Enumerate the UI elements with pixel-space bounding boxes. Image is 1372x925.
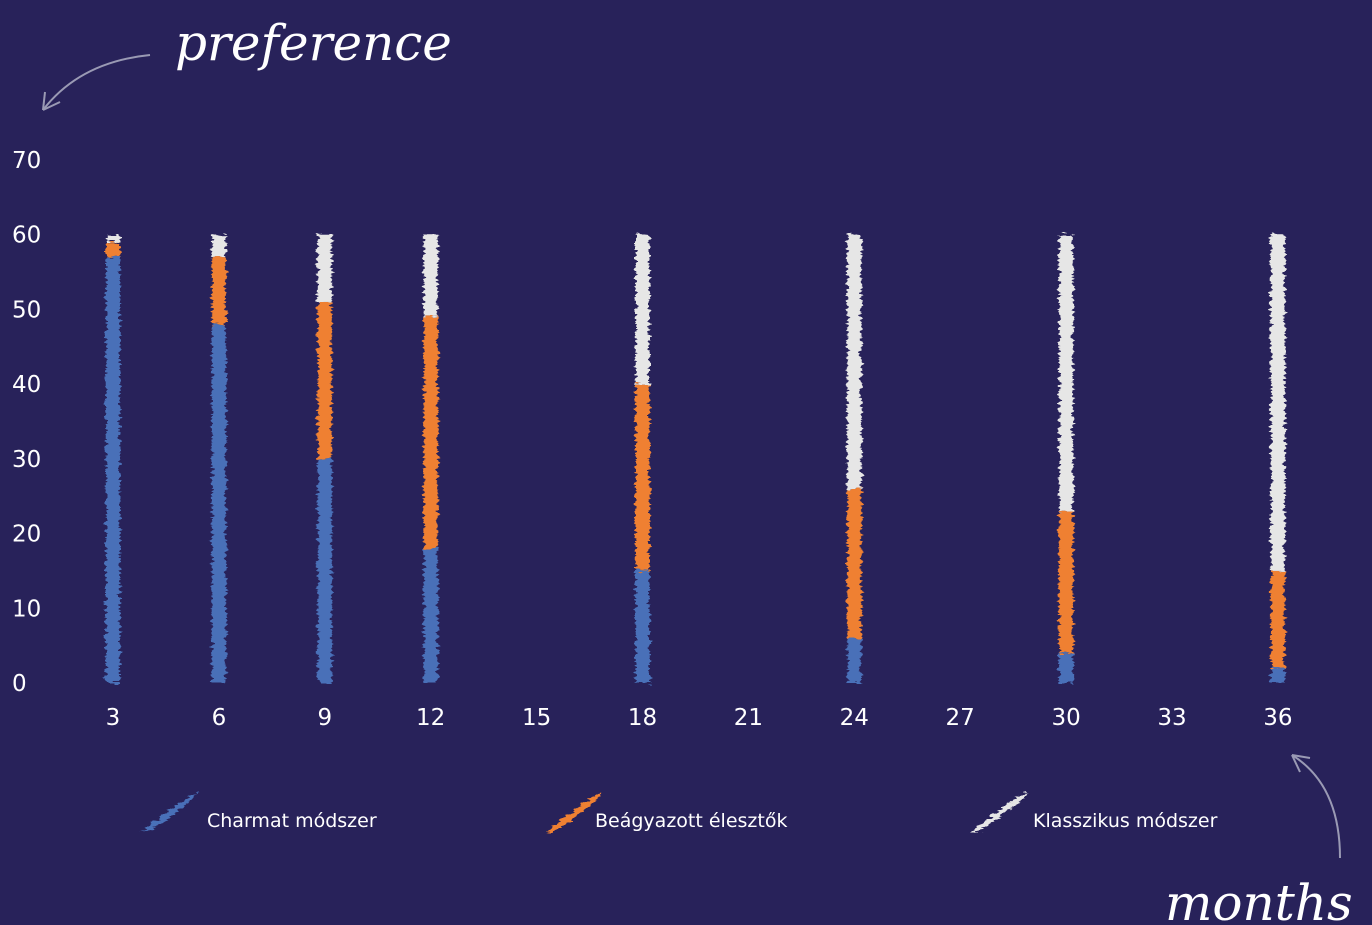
bar-segment	[1059, 234, 1074, 512]
bar-segment	[1270, 570, 1285, 669]
x-axis-label: months	[1165, 874, 1353, 925]
bar-segment	[317, 234, 332, 302]
bar-segment	[847, 488, 862, 639]
y-tick-label: 0	[12, 671, 27, 697]
bar-segment	[423, 316, 438, 549]
bar-segment	[635, 384, 650, 571]
y-tick-label: 60	[12, 223, 41, 249]
legend-item: Klasszikus módszer	[970, 792, 1218, 832]
bar-segment	[635, 570, 650, 683]
bar-segment	[1270, 234, 1285, 571]
x-tick-label: 6	[212, 705, 227, 731]
legend-swatch	[545, 792, 603, 832]
x-tick-label: 9	[317, 705, 332, 731]
x-tick-label: 27	[946, 705, 975, 731]
legend: Charmat módszer Beágyazott élesztők Klassz…	[140, 792, 1218, 832]
x-tick-label: 24	[840, 705, 869, 731]
bar-segment	[847, 638, 862, 683]
y-tick-label: 40	[12, 372, 41, 398]
x-axis-arrow-icon	[1291, 754, 1341, 859]
x-tick-label: 18	[628, 705, 657, 731]
bar-segment	[106, 242, 120, 258]
bar-segment	[317, 458, 332, 683]
legend-item: Beágyazott élesztők	[545, 792, 787, 832]
bar-segment	[211, 234, 226, 258]
x-tick-label: 33	[1157, 705, 1186, 731]
x-tick-label: 21	[734, 705, 763, 731]
gridlines	[65, 159, 1325, 684]
y-tick-label: 20	[12, 522, 41, 548]
x-axis-ticks: 3 6 9 12 15 18 21 24 27 30 33 36	[106, 705, 1293, 731]
bar-segment	[423, 234, 438, 317]
bar-segment	[847, 234, 862, 489]
bar-segment	[317, 301, 332, 459]
x-tick-label: 3	[106, 705, 121, 731]
y-axis-label: preference	[175, 14, 452, 72]
x-tick-label: 30	[1051, 705, 1080, 731]
y-axis-ticks: 0 10 20 30 40 50 60 70	[12, 148, 41, 697]
bar-segment	[106, 234, 120, 243]
legend-label: Beágyazott élesztők	[595, 810, 787, 832]
bar-segment	[106, 257, 120, 683]
bar-segment	[1059, 511, 1074, 654]
x-tick-label: 36	[1263, 705, 1292, 731]
x-tick-label: 15	[522, 705, 551, 731]
x-tick-label: 12	[416, 705, 445, 731]
legend-label: Klasszikus módszer	[1033, 810, 1218, 832]
legend-swatch	[970, 792, 1028, 832]
y-tick-label: 30	[12, 447, 41, 473]
bar-segment	[1270, 668, 1285, 683]
y-axis-arrow-icon	[42, 54, 151, 111]
bars	[106, 234, 1285, 683]
y-tick-label: 50	[12, 297, 41, 323]
y-tick-label: 70	[12, 148, 41, 174]
bar-segment	[1059, 653, 1074, 683]
bar-segment	[635, 234, 650, 385]
bar-segment	[211, 257, 226, 325]
legend-label: Charmat módszer	[207, 810, 377, 832]
bar-segment	[423, 548, 438, 683]
legend-item: Charmat módszer	[140, 792, 377, 832]
y-tick-label: 10	[12, 596, 41, 622]
bar-segment	[211, 324, 226, 683]
legend-swatch	[140, 792, 198, 832]
